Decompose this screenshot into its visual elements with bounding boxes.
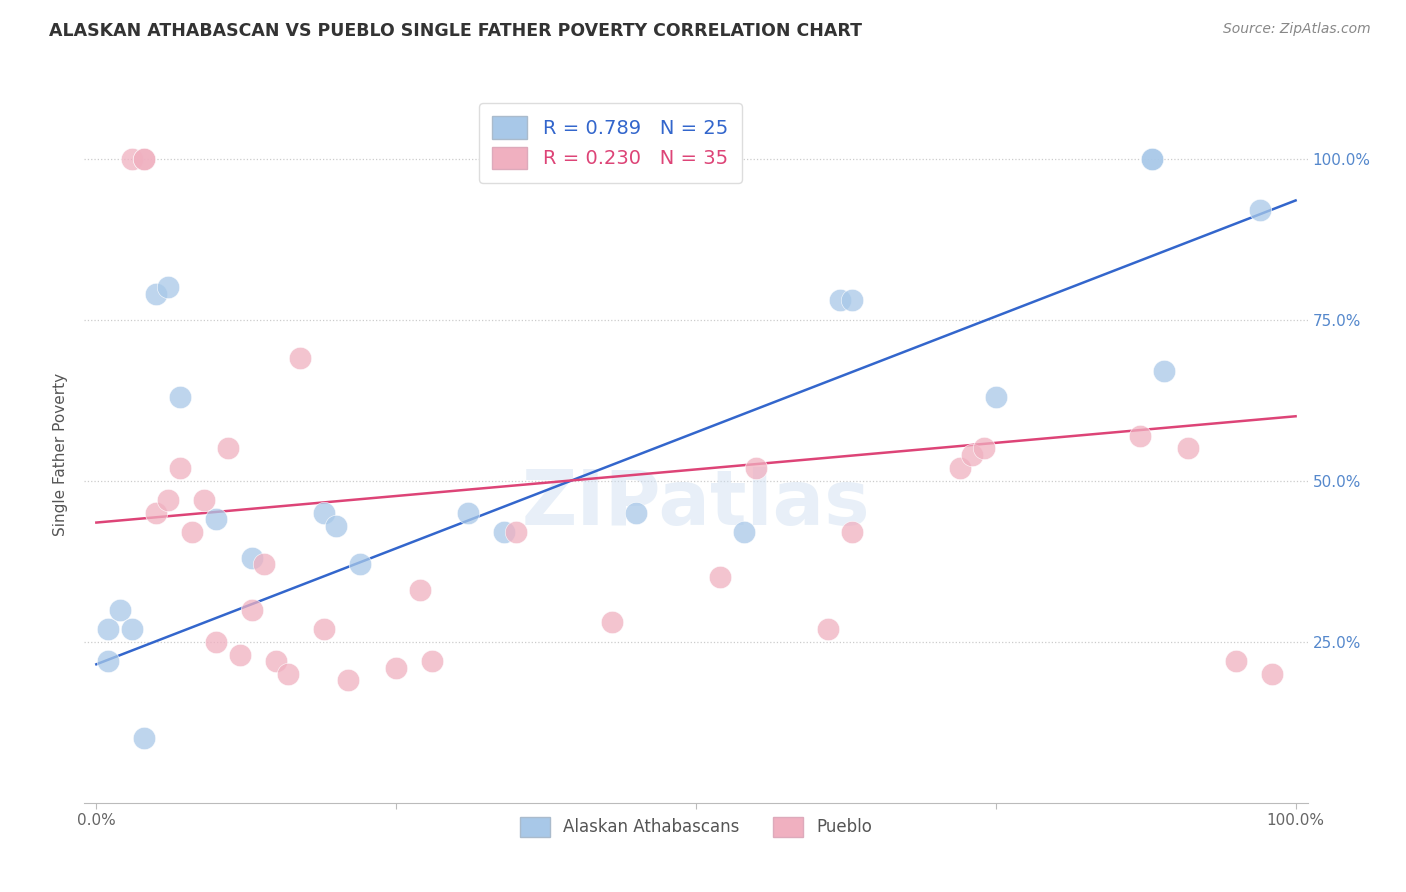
Point (217, 442, 239, 456)
Point (193, 493, 215, 508)
Point (949, 460, 972, 475)
Point (134, 152, 156, 166)
Point (841, 525, 863, 540)
Point (733, 525, 755, 540)
Point (169, 390, 191, 404)
Point (253, 558, 276, 572)
Point (290, 351, 312, 366)
Text: ZIPatlas: ZIPatlas (522, 467, 870, 541)
Point (505, 525, 527, 540)
Point (314, 622, 336, 636)
Point (1140, 152, 1163, 166)
Point (828, 293, 851, 308)
Point (1177, 442, 1199, 456)
Point (841, 293, 863, 308)
Point (494, 525, 516, 540)
Point (1260, 667, 1282, 681)
Point (157, 493, 180, 508)
Point (709, 570, 731, 584)
Point (1225, 654, 1247, 668)
Legend: Alaskan Athabascans, Pueblo: Alaskan Athabascans, Pueblo (513, 811, 879, 843)
Point (205, 634, 228, 648)
Point (145, 286, 167, 301)
Point (745, 460, 768, 475)
Point (169, 460, 191, 475)
Point (420, 654, 443, 668)
Point (385, 660, 408, 674)
Y-axis label: Single Father Poverty: Single Father Poverty (53, 374, 69, 536)
Text: Source: ZipAtlas.com: Source: ZipAtlas.com (1223, 22, 1371, 37)
Point (1249, 203, 1271, 218)
Point (325, 518, 347, 533)
Point (121, 622, 143, 636)
Point (97, 622, 120, 636)
Point (157, 280, 180, 294)
Point (1153, 364, 1175, 378)
Point (121, 152, 143, 166)
Point (817, 622, 839, 636)
Point (457, 506, 479, 520)
Point (600, 615, 623, 630)
Point (409, 583, 432, 598)
Point (277, 667, 299, 681)
Point (181, 525, 204, 540)
Point (134, 731, 156, 746)
Point (973, 442, 995, 456)
Point (1140, 152, 1163, 166)
Point (240, 602, 263, 616)
Point (110, 602, 132, 616)
Point (1129, 428, 1152, 442)
Point (624, 506, 647, 520)
Point (337, 673, 360, 688)
Point (229, 648, 252, 662)
Point (240, 551, 263, 566)
Point (134, 152, 156, 166)
Point (349, 558, 371, 572)
Text: ALASKAN ATHABASCAN VS PUEBLO SINGLE FATHER POVERTY CORRELATION CHART: ALASKAN ATHABASCAN VS PUEBLO SINGLE FATH… (49, 22, 862, 40)
Point (960, 448, 983, 462)
Point (145, 506, 167, 520)
Point (97, 654, 120, 668)
Point (314, 506, 336, 520)
Point (984, 390, 1007, 404)
Point (205, 512, 228, 526)
Point (264, 654, 287, 668)
